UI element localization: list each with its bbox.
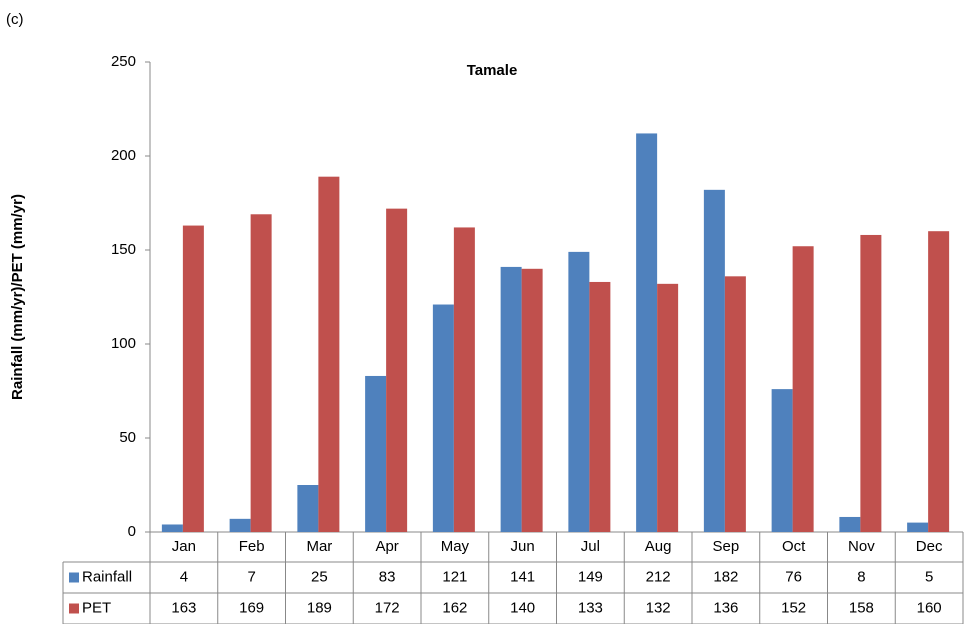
legend-swatch bbox=[69, 572, 79, 583]
x-tick-label: Jul bbox=[581, 538, 600, 555]
x-tick-label: Mar bbox=[306, 538, 332, 555]
x-tick-label: Sep bbox=[713, 538, 740, 555]
table-value: 189 bbox=[307, 599, 332, 616]
table-value: 152 bbox=[781, 599, 806, 616]
bar bbox=[568, 251, 590, 532]
table-value: 8 bbox=[857, 568, 865, 585]
table-value: 4 bbox=[180, 568, 188, 585]
y-tick-label: 200 bbox=[111, 147, 136, 164]
legend-label: Rainfall bbox=[82, 568, 132, 585]
bar bbox=[297, 485, 319, 532]
x-tick-label: Oct bbox=[782, 538, 806, 555]
x-tick-label: Apr bbox=[375, 538, 398, 555]
table-value: 162 bbox=[442, 599, 467, 616]
bar bbox=[860, 234, 882, 532]
table-value: 132 bbox=[646, 599, 671, 616]
bar bbox=[521, 268, 543, 532]
x-tick-label: Feb bbox=[239, 538, 265, 555]
table-value: 5 bbox=[925, 568, 933, 585]
table-value: 7 bbox=[247, 568, 255, 585]
bar bbox=[318, 176, 340, 532]
y-tick-label: 100 bbox=[111, 335, 136, 352]
bar bbox=[229, 518, 251, 532]
x-tick-label: Jan bbox=[172, 538, 196, 555]
bar bbox=[724, 276, 746, 532]
legend-swatch bbox=[69, 603, 79, 614]
table-value: 83 bbox=[379, 568, 396, 585]
y-tick-label: 250 bbox=[111, 53, 136, 70]
y-tick-label: 0 bbox=[128, 523, 136, 540]
bar bbox=[500, 266, 522, 532]
x-tick-label: Nov bbox=[848, 538, 875, 555]
table-value: 140 bbox=[510, 599, 535, 616]
table-value: 141 bbox=[510, 568, 535, 585]
bar bbox=[365, 375, 387, 532]
legend-label: PET bbox=[82, 599, 111, 616]
table-value: 172 bbox=[375, 599, 400, 616]
panel-label: (c) bbox=[6, 11, 24, 28]
bar bbox=[386, 208, 408, 532]
table-value: 169 bbox=[239, 599, 264, 616]
bar bbox=[636, 133, 658, 532]
table-value: 212 bbox=[646, 568, 671, 585]
bar bbox=[771, 389, 793, 532]
bar bbox=[839, 516, 861, 532]
table-value: 25 bbox=[311, 568, 328, 585]
bar bbox=[792, 246, 814, 533]
table-value: 149 bbox=[578, 568, 603, 585]
bar bbox=[703, 189, 725, 532]
table-value: 133 bbox=[578, 599, 603, 616]
table-value: 136 bbox=[713, 599, 738, 616]
x-tick-label: Aug bbox=[645, 538, 672, 555]
table-value: 163 bbox=[171, 599, 196, 616]
table-value: 76 bbox=[785, 568, 802, 585]
bar bbox=[657, 283, 679, 532]
table-value: 160 bbox=[917, 599, 942, 616]
y-axis-label: Rainfall (mm/yr)/PET (mm/yr) bbox=[9, 194, 26, 400]
bar bbox=[182, 225, 204, 532]
bar bbox=[589, 281, 611, 532]
bar bbox=[432, 304, 454, 532]
bar bbox=[250, 214, 272, 532]
bar bbox=[928, 231, 950, 532]
table-value: 121 bbox=[442, 568, 467, 585]
table-value: 182 bbox=[713, 568, 738, 585]
chart-title: Tamale bbox=[467, 62, 518, 79]
x-tick-label: Dec bbox=[916, 538, 943, 555]
table-value: 158 bbox=[849, 599, 874, 616]
bar bbox=[453, 227, 475, 532]
bar bbox=[161, 524, 183, 532]
y-tick-label: 50 bbox=[119, 429, 136, 446]
y-tick-label: 150 bbox=[111, 241, 136, 258]
x-tick-label: May bbox=[441, 538, 470, 555]
bar bbox=[907, 522, 929, 532]
x-tick-label: Jun bbox=[511, 538, 535, 555]
